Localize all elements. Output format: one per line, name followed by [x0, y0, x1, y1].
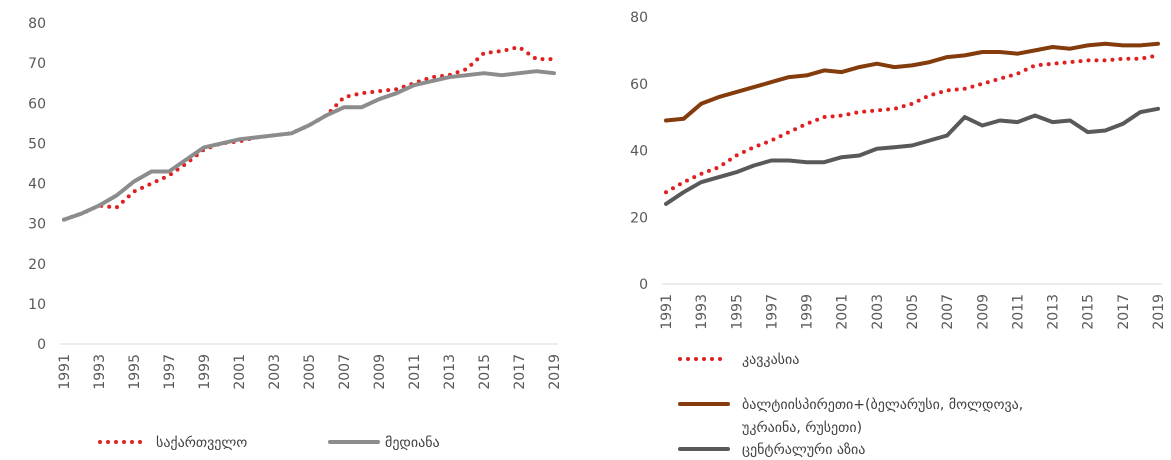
chart-1: 0 10 20 30 40 50 60 70 80 1991 1993 1995 1997 1999 200…	[28, 16, 563, 451]
x-tick-label: 2001	[232, 354, 248, 390]
series-line-2-1	[664, 53, 1160, 195]
y-tick-label: 80	[630, 10, 648, 26]
y-tick-label: 40	[630, 144, 648, 160]
y-tick-label: 20	[630, 210, 648, 226]
y-tick-label: 50	[28, 136, 46, 152]
x-tick-label: 2017	[512, 354, 528, 390]
y-tick-label: 20	[28, 257, 46, 273]
series-line-2-2	[664, 41, 1160, 123]
x-tick-label: 2011	[1010, 294, 1026, 330]
x-tick-label: 2007	[940, 294, 956, 330]
y-tick-label: 30	[28, 217, 46, 233]
chart-2: 0 20 40 60 80 1991 1993 1995 1997 1999 2001 2003 200…	[630, 10, 1167, 458]
x-tick-label: 1995	[729, 294, 745, 330]
legend-label: მედიანა	[385, 435, 440, 451]
y-tick-label: 40	[28, 177, 46, 193]
legend-label: საქართველო	[156, 434, 247, 451]
x-tick-label: 2007	[337, 354, 353, 390]
x-tick-label: 1995	[127, 354, 143, 390]
x-tick-label: 2005	[302, 354, 318, 390]
y-tick-label: 10	[28, 297, 46, 313]
x-tick-label: 1997	[764, 294, 780, 330]
x-tick-label: 1999	[197, 354, 213, 390]
x-tick-label: 2009	[372, 354, 388, 390]
x-tick-label: 2003	[267, 354, 283, 390]
x-tick-label: 2019	[547, 354, 563, 390]
x-tick-label: 1999	[800, 294, 816, 330]
y-tick-label: 60	[28, 96, 46, 112]
legend-label: კავკასია	[742, 352, 799, 368]
x-tick-label: 2003	[870, 294, 886, 330]
x-tick-label: 2009	[975, 294, 991, 330]
x-tick-label: 2015	[1081, 294, 1097, 330]
x-tick-label: 1993	[92, 354, 108, 390]
y-tick-label: 70	[28, 56, 46, 72]
series-line-2-3	[664, 106, 1160, 206]
x-tick-label: 2013	[1046, 294, 1062, 330]
legend-label: ცენტრალური აზია	[742, 441, 865, 458]
x-tick-label: 2011	[407, 354, 423, 390]
x-tick-label: 1993	[694, 294, 710, 330]
x-tick-label: 2015	[477, 354, 493, 390]
series-line-1-1	[62, 45, 556, 222]
x-tick-label: 2013	[442, 354, 458, 390]
y-tick-label: 80	[28, 16, 46, 32]
x-tick-label: 2005	[905, 294, 921, 330]
legend-label: ბალტიისპირეთი+(ბელარუსი, მოლდოვა, უკრაინა…	[742, 396, 1023, 436]
series-line-1-2	[62, 69, 556, 222]
y-tick-label: 0	[639, 277, 648, 293]
x-tick-label: 1991	[57, 354, 73, 390]
x-tick-label: 2017	[1116, 294, 1132, 330]
x-tick-label: 1991	[659, 294, 675, 330]
y-tick-label: 60	[630, 77, 648, 93]
x-tick-label: 2001	[835, 294, 851, 330]
y-tick-label: 0	[37, 337, 46, 353]
x-tick-label: 2019	[1151, 294, 1167, 330]
x-tick-label: 1997	[162, 354, 178, 390]
